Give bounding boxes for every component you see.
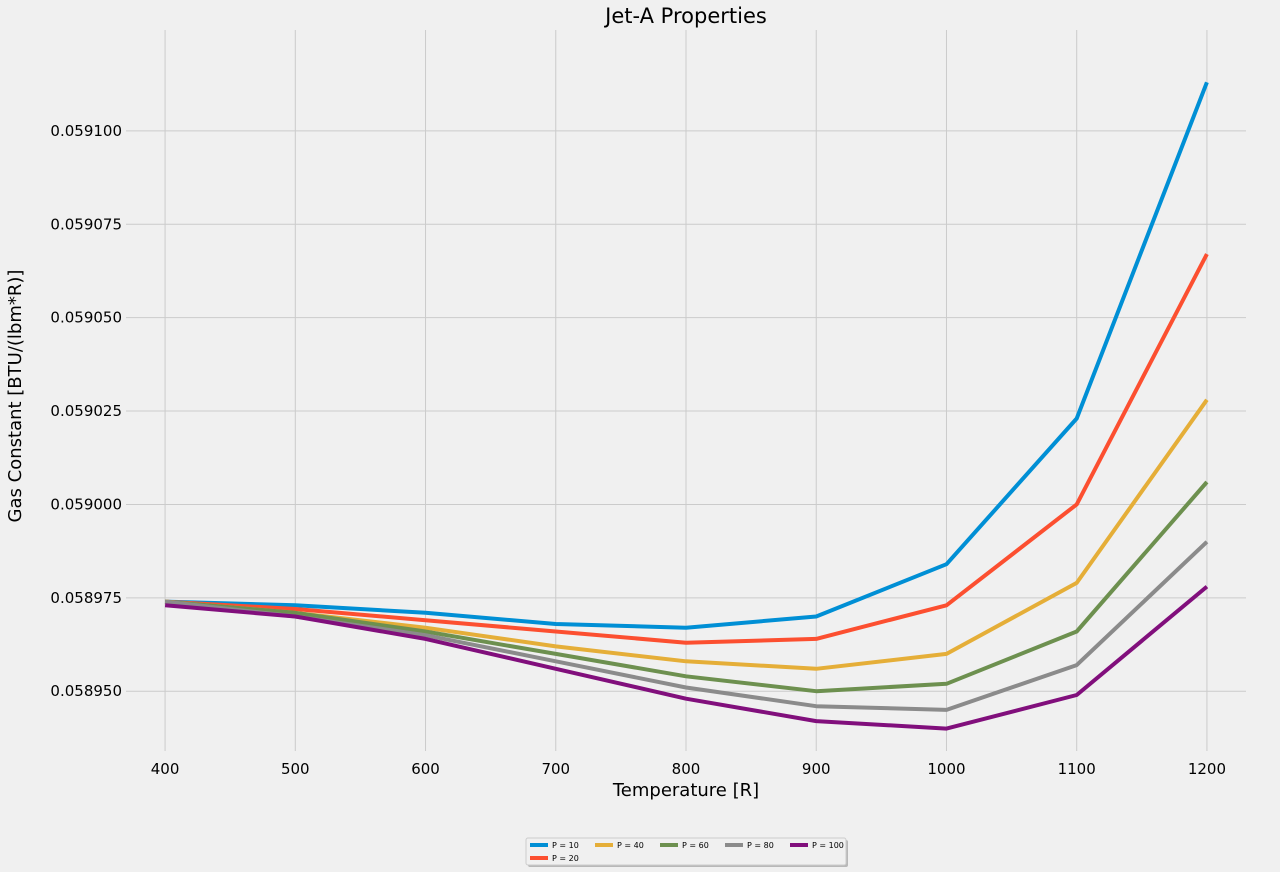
x-axis-label: Temperature [R] xyxy=(612,780,759,801)
x-tick-label: 400 xyxy=(151,760,180,778)
x-tick-label: 800 xyxy=(672,760,701,778)
x-tick-label: 500 xyxy=(281,760,310,778)
x-tick-label: 900 xyxy=(802,760,831,778)
series-line-p-100 xyxy=(164,585,1209,731)
y-tick-label: 0.059075 xyxy=(50,215,122,233)
legend-label: P = 10 xyxy=(552,841,579,850)
series-lines xyxy=(164,81,1209,731)
series-line-p-60 xyxy=(164,480,1209,694)
x-tick-label: 1000 xyxy=(927,760,965,778)
y-tick-label: 0.059000 xyxy=(50,495,122,513)
y-tick-label: 0.058975 xyxy=(50,589,122,607)
grid xyxy=(126,30,1246,751)
y-tick-label: 0.059025 xyxy=(50,402,122,420)
x-tick-label: 600 xyxy=(411,760,440,778)
tick-labels: 400 500 600 700 800 900 1000 1100 1200 0.058950 0.… xyxy=(50,122,1226,778)
legend-label: P = 40 xyxy=(617,841,644,850)
legend: P = 10 P = 20 P = 40 P = 60 P = 80 P = 100 xyxy=(525,837,848,867)
legend-label: P = 80 xyxy=(747,841,774,850)
y-axis-label: Gas Constant [BTU/(lbm*R)] xyxy=(5,270,26,523)
x-tick-label: 1200 xyxy=(1188,760,1226,778)
legend-label: P = 20 xyxy=(552,854,579,863)
series-line-p-20 xyxy=(164,253,1209,645)
legend-label: P = 100 xyxy=(812,841,844,850)
y-tick-label: 0.059050 xyxy=(50,309,122,327)
legend-label: P = 60 xyxy=(682,841,709,850)
y-tick-label: 0.059100 xyxy=(50,122,122,140)
x-tick-label: 1100 xyxy=(1058,760,1096,778)
series-line-p-10 xyxy=(165,81,1209,630)
x-tick-label: 700 xyxy=(541,760,570,778)
y-tick-label: 0.058950 xyxy=(50,682,122,700)
chart-title: Jet-A Properties xyxy=(603,4,767,28)
